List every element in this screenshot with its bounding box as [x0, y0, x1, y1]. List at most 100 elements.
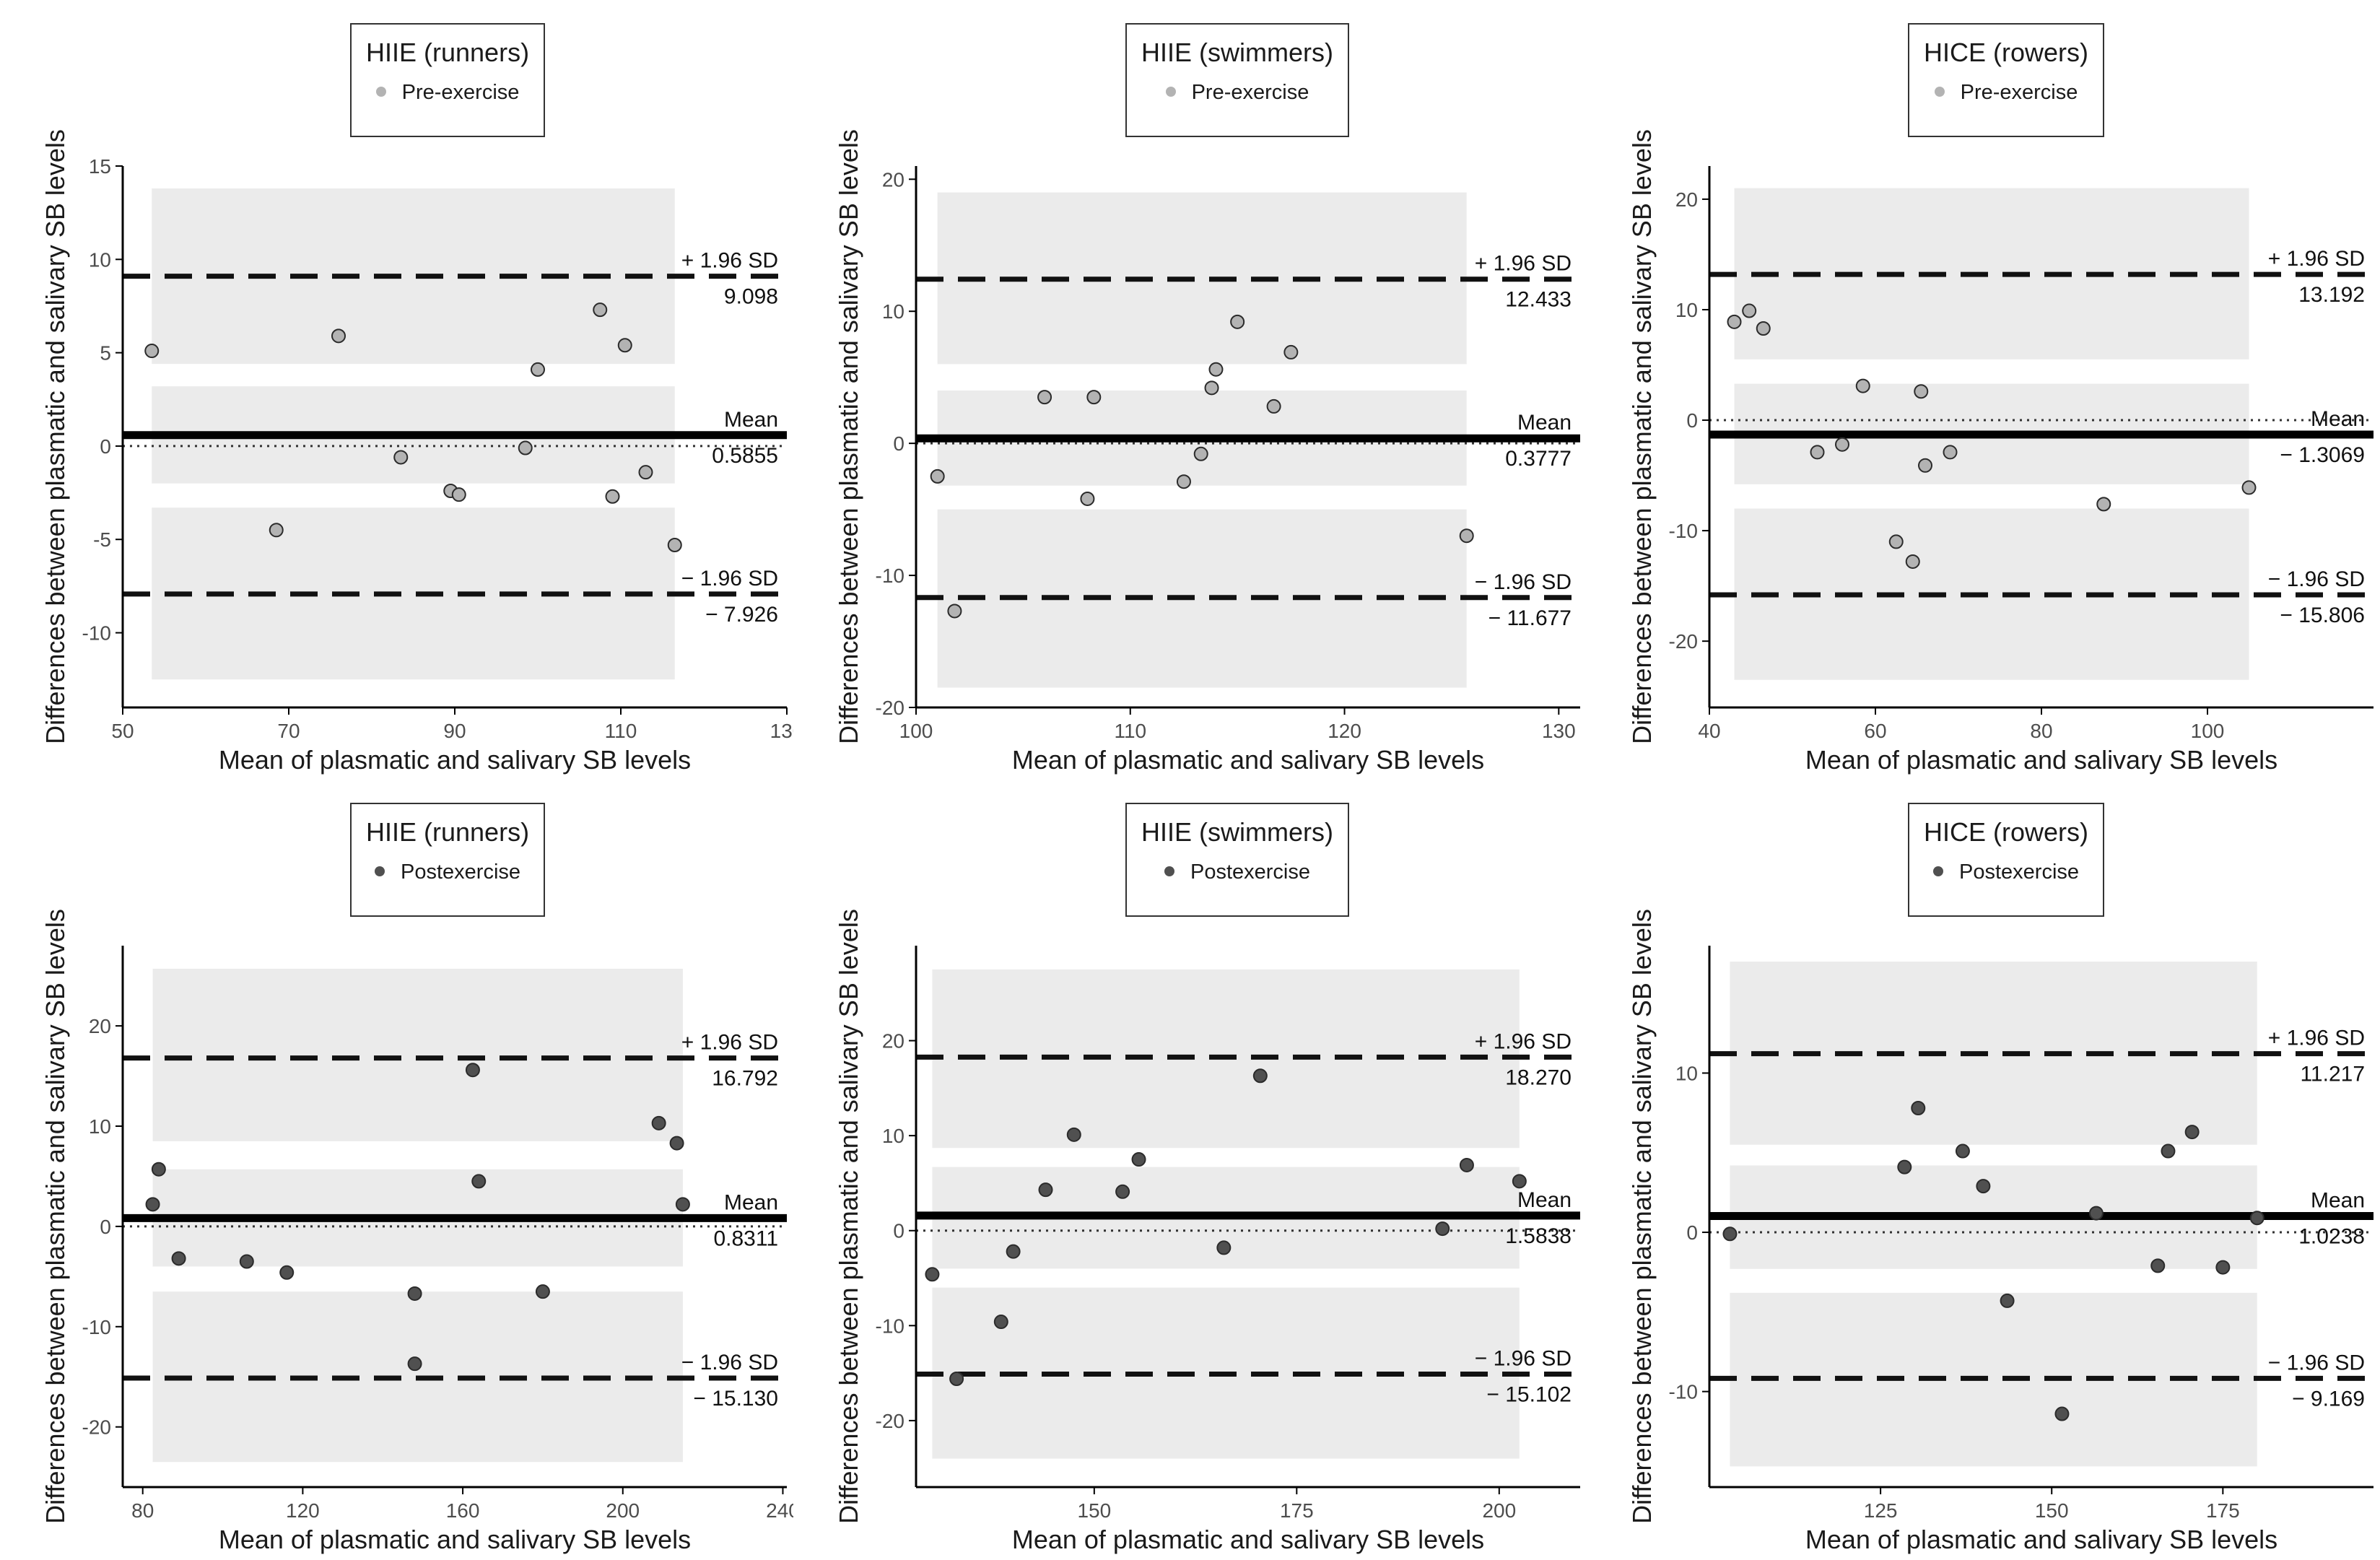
y-tick-label: -10 — [876, 1315, 905, 1337]
mean-value: 1.5838 — [1505, 1224, 1572, 1248]
data-point — [2000, 1293, 2015, 1308]
plot-area: 150 175 200 -20 -10 0 10 20 + 1.96 SD 18.270 Mean 1… — [876, 946, 1580, 1522]
x-tick-label: 50 — [111, 720, 134, 742]
x-tick-label: 70 — [277, 720, 300, 742]
legend: HIIE (runners) Postexercise — [350, 803, 546, 917]
data-point — [1006, 1244, 1021, 1259]
data-point — [1266, 398, 1281, 414]
legend-item: Pre-exercise — [1141, 81, 1333, 105]
data-point — [1208, 362, 1224, 377]
data-point — [531, 362, 545, 377]
mean-value: 0.3777 — [1505, 447, 1572, 471]
data-point — [675, 1197, 690, 1212]
data-point — [1037, 390, 1052, 405]
x-tick-label: 160 — [446, 1499, 480, 1522]
legend-label: Pre-exercise — [401, 81, 520, 104]
data-point — [993, 1315, 1008, 1330]
data-point — [2241, 480, 2257, 495]
x-tick-label: 80 — [2030, 720, 2052, 742]
data-point — [2184, 1125, 2200, 1140]
data-point — [2088, 1206, 2104, 1221]
y-tick-label: 0 — [100, 435, 111, 458]
legend-title: HICE (rowers) — [1924, 817, 2089, 847]
data-point — [1230, 314, 1245, 329]
y-tick-label: 20 — [89, 1015, 111, 1037]
legend: HICE (rowers) Pre-exercise — [1908, 23, 2105, 137]
y-tick-label: -20 — [82, 1416, 111, 1439]
x-tick-label: 40 — [1698, 720, 1720, 742]
data-point — [1855, 378, 1870, 393]
y-tick-label: 10 — [89, 248, 111, 271]
data-point — [518, 440, 533, 456]
upper-loa-value: 18.270 — [1505, 1066, 1572, 1089]
x-tick-label: 90 — [443, 720, 466, 742]
y-axis-title: Differences between plasmatic and saliva… — [834, 909, 863, 1524]
lower-loa-value: − 11.677 — [1488, 606, 1572, 630]
x-axis-title: Mean of plasmatic and salivary SB levels — [1011, 1525, 1485, 1554]
x-tick-label: 110 — [605, 720, 637, 742]
data-point — [1756, 321, 1771, 336]
data-point — [1976, 1179, 1991, 1194]
x-tick-label: 130 — [770, 720, 793, 742]
y-tick-label: -10 — [876, 565, 905, 587]
x-tick-label: 100 — [899, 720, 933, 742]
legend: HIIE (runners) Pre-exercise — [350, 23, 546, 137]
legend-marker-icon — [375, 87, 386, 97]
y-tick-label: 0 — [100, 1216, 111, 1238]
data-point — [1897, 1159, 1912, 1175]
data-point — [1905, 554, 1920, 569]
x-tick-label: 175 — [1280, 1499, 1314, 1522]
data-point — [1742, 303, 1757, 318]
x-tick-label: 120 — [286, 1499, 320, 1522]
lower-loa-label: − 1.96 SD — [2268, 1351, 2365, 1374]
plot-area: 40 60 80 100 -20 -10 0 10 20 + 1.96 SD 13.192 Mean −… — [1669, 166, 2374, 742]
data-point — [949, 1372, 964, 1386]
lower-loa-label: − 1.96 SD — [1475, 1346, 1572, 1370]
plot-area: 80 120 160 200 240 -20 -10 0 10 20 + 1.96 SD 16.792… — [82, 946, 793, 1522]
y-tick-label: 10 — [882, 1125, 905, 1147]
data-point — [1252, 1068, 1268, 1084]
lower-loa-value: − 15.806 — [2280, 603, 2365, 627]
data-point — [1459, 528, 1474, 544]
x-tick-label: 120 — [1328, 720, 1361, 742]
upper-loa-label: + 1.96 SD — [681, 1031, 778, 1055]
y-tick-label: -20 — [1669, 630, 1698, 653]
upper-loa-label: + 1.96 SD — [681, 249, 778, 273]
y-tick-label: 10 — [1675, 299, 1698, 321]
upper-loa-value: 11.217 — [2300, 1063, 2365, 1086]
legend: HIIE (swimmers) Pre-exercise — [1125, 23, 1349, 137]
y-axis-title: Differences between plasmatic and saliva… — [834, 129, 863, 744]
legend-title: HIIE (swimmers) — [1141, 38, 1333, 67]
legend-title: HIIE (runners) — [366, 38, 530, 67]
data-point — [1914, 384, 1929, 399]
y-tick-label: 0 — [1686, 409, 1698, 432]
data-point — [1888, 534, 1904, 549]
x-tick-label: 125 — [1864, 1499, 1898, 1522]
data-point — [2096, 497, 2111, 512]
lower-loa-label: − 1.96 SD — [681, 567, 778, 591]
data-point — [151, 1162, 166, 1177]
lower-loa-value: − 9.169 — [2292, 1387, 2365, 1411]
ci-band — [152, 968, 683, 1141]
y-tick-label: 0 — [893, 432, 905, 455]
y-tick-label: 10 — [882, 300, 905, 323]
data-point — [593, 302, 608, 318]
data-point — [279, 1265, 295, 1280]
mean-label: Mean — [1517, 411, 1572, 435]
data-point — [669, 1136, 684, 1151]
legend-label: Pre-exercise — [1960, 81, 2078, 104]
data-point — [1435, 1221, 1450, 1237]
data-point — [1193, 446, 1208, 461]
y-tick-label: -10 — [1669, 520, 1698, 542]
data-point — [947, 603, 962, 619]
data-point — [1512, 1174, 1527, 1189]
mean-label: Mean — [724, 1190, 778, 1214]
data-point — [1835, 437, 1849, 452]
data-point — [1204, 380, 1219, 396]
y-tick-label: 20 — [882, 168, 905, 191]
x-tick-label: 150 — [1077, 1499, 1111, 1522]
y-tick-label: 5 — [100, 342, 111, 365]
upper-loa-value: 12.433 — [1505, 288, 1572, 312]
y-tick-label: 20 — [1675, 188, 1698, 211]
data-point — [1038, 1182, 1053, 1198]
